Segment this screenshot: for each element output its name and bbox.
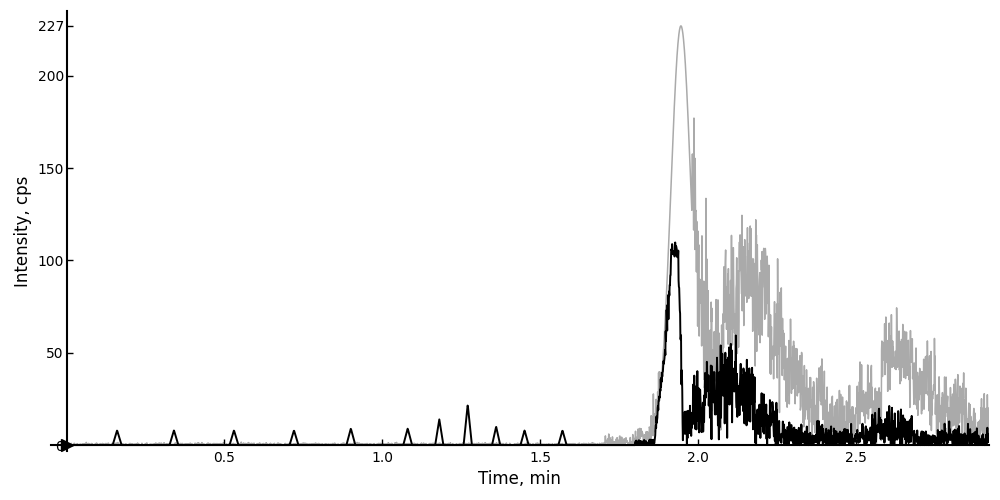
Y-axis label: Intensity, cps: Intensity, cps — [14, 175, 32, 286]
X-axis label: Time, min: Time, min — [478, 470, 561, 488]
